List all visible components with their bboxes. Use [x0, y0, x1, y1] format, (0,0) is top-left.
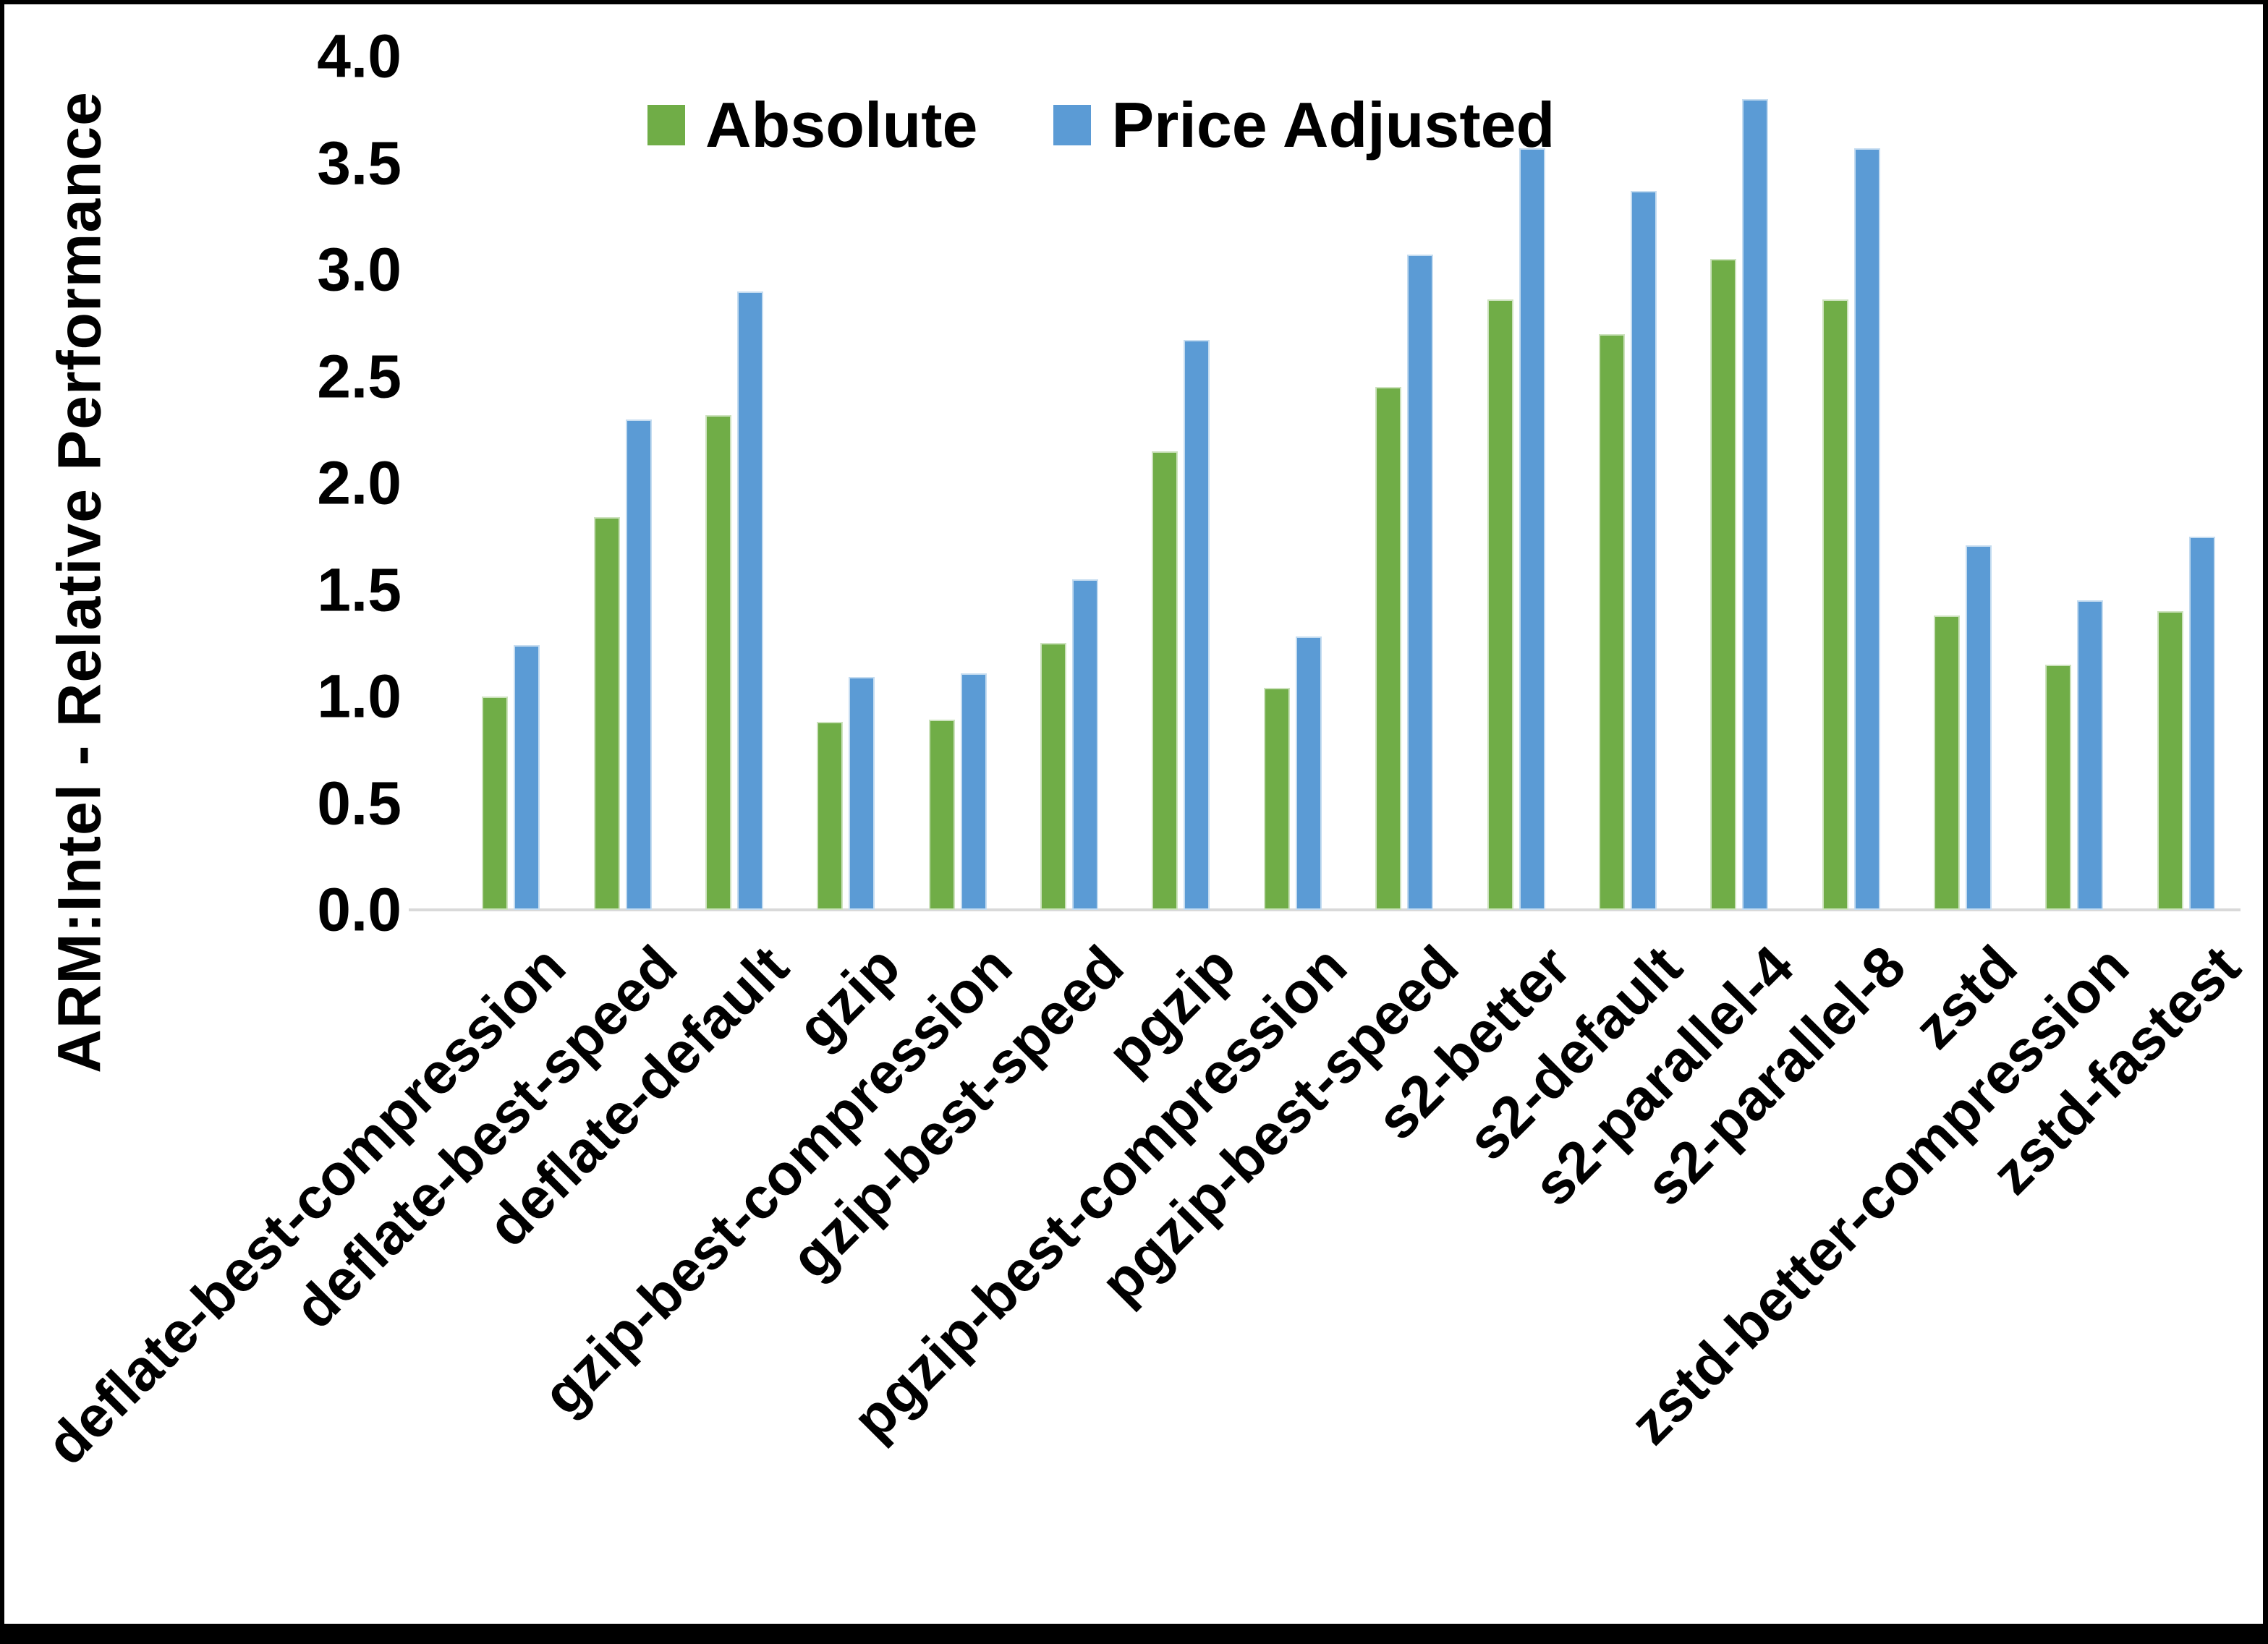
bar-absolute-s2-better	[1487, 299, 1513, 910]
legend-swatch-icon	[647, 105, 685, 145]
y-tick-label: 0.0	[317, 875, 402, 944]
legend-swatch-icon	[1053, 105, 1092, 145]
y-tick-label: 3.0	[317, 235, 402, 304]
bar-absolute-pgzip	[1152, 451, 1178, 910]
bar-absolute-zstd-fastest	[2157, 611, 2183, 910]
bar-absolute-zstd	[1934, 615, 1961, 910]
bar-absolute-s2-parallel-8	[1822, 299, 1848, 910]
bar-price-adjusted-s2-parallel-8	[1853, 148, 1880, 910]
bar-price-adjusted-deflate-best-compression	[514, 645, 540, 910]
bar-price-adjusted-gzip-best-compression	[960, 673, 987, 910]
bar-price-adjusted-gzip-best-speed	[1072, 579, 1099, 910]
bar-price-adjusted-deflate-best-speed	[625, 419, 652, 910]
bar-absolute-zstd-better-compression	[2045, 664, 2072, 910]
bar-absolute-s2-parallel-4	[1710, 259, 1737, 910]
bar-absolute-gzip	[817, 722, 844, 910]
legend: Absolute Price Adjusted	[647, 88, 1555, 162]
bar-absolute-gzip-best-compression	[928, 720, 955, 910]
bar-price-adjusted-zstd-fastest	[2188, 536, 2215, 910]
bar-absolute-deflate-best-speed	[593, 517, 620, 910]
bar-absolute-pgzip-best-speed	[1375, 387, 1402, 910]
legend-label: Price Adjusted	[1111, 89, 1555, 161]
x-axis-line	[409, 908, 2241, 911]
y-tick-label: 1.0	[317, 662, 402, 731]
legend-label: Absolute	[705, 89, 978, 161]
y-tick-label: 0.5	[317, 769, 402, 837]
bar-price-adjusted-pgzip-best-speed	[1407, 255, 1434, 910]
y-tick-label: 2.5	[317, 342, 402, 410]
y-tick-label: 4.0	[317, 22, 402, 90]
bar-price-adjusted-s2-default	[1630, 190, 1657, 910]
bar-price-adjusted-pgzip	[1184, 340, 1210, 910]
bar-price-adjusted-pgzip-best-compression	[1295, 636, 1322, 910]
bar-price-adjusted-zstd	[1966, 545, 1992, 910]
bar-price-adjusted-gzip	[849, 677, 875, 910]
bar-absolute-deflate-default	[705, 414, 731, 910]
bar-absolute-pgzip-best-compression	[1263, 688, 1290, 910]
bar-price-adjusted-s2-better	[1519, 148, 1545, 910]
legend-item-price-adjusted: Price Adjusted	[1053, 88, 1555, 162]
bar-absolute-s2-default	[1598, 333, 1625, 910]
bar-price-adjusted-zstd-better-compression	[2077, 600, 2104, 910]
bar-price-adjusted-deflate-default	[736, 291, 763, 910]
y-tick-label: 3.5	[317, 129, 402, 197]
bar-price-adjusted-s2-parallel-4	[1742, 99, 1769, 910]
bar-absolute-gzip-best-speed	[1040, 643, 1067, 910]
bar-absolute-deflate-best-compression	[482, 697, 509, 910]
y-tick-label: 1.5	[317, 555, 402, 623]
legend-item-absolute: Absolute	[647, 88, 977, 162]
y-tick-label: 2.0	[317, 448, 402, 517]
